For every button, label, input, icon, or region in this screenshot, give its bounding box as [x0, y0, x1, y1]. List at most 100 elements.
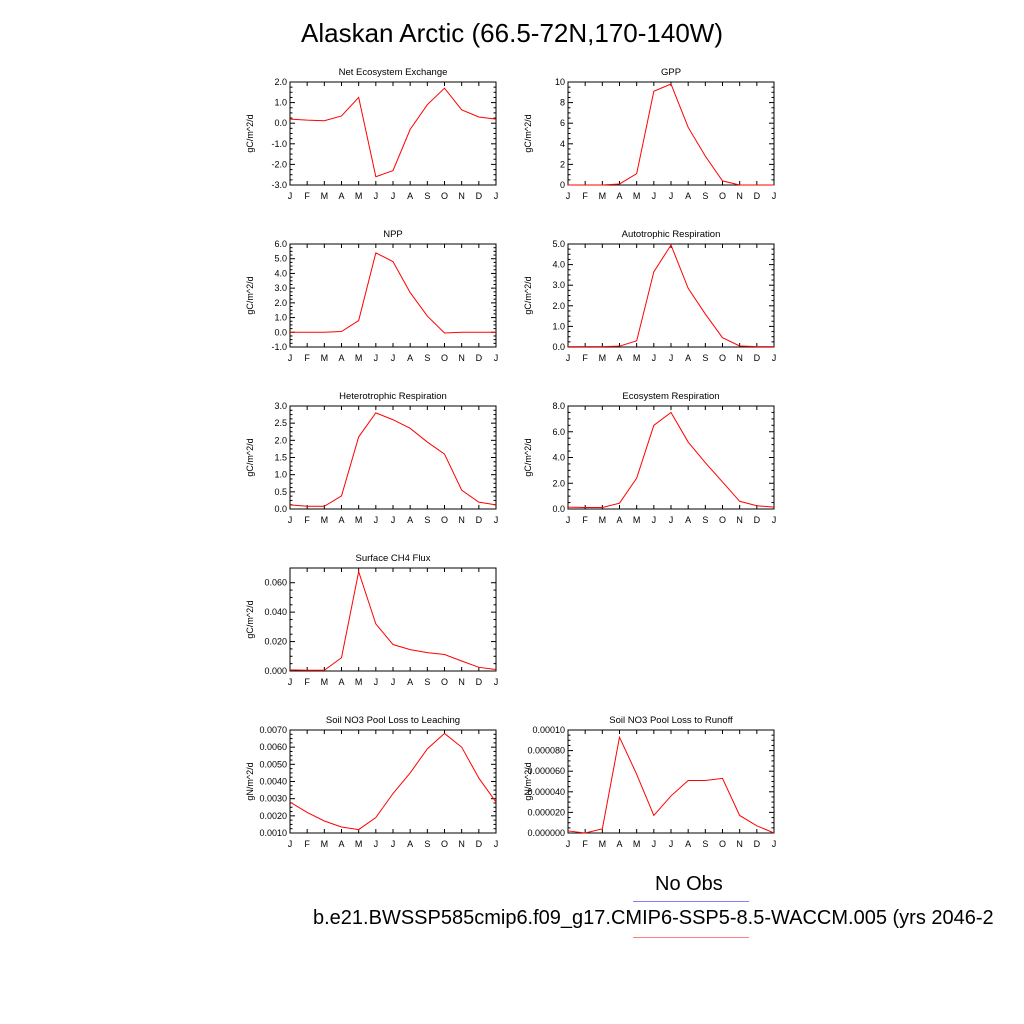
x-tick-label: O	[441, 839, 448, 849]
x-tick-label: J	[669, 515, 674, 525]
x-tick-label: M	[355, 353, 363, 363]
x-tick-label: J	[391, 191, 396, 201]
y-tick-label: 3.0	[274, 401, 287, 411]
chart-title: Soil NO3 Pool Loss to Leaching	[326, 715, 460, 726]
x-tick-label: D	[754, 353, 761, 363]
x-tick-label: J	[566, 839, 571, 849]
x-tick-label: J	[652, 839, 657, 849]
y-tick-label: 0.0	[274, 504, 287, 514]
y-tick-label: 4.0	[552, 260, 565, 270]
y-tick-label: 0.0020	[259, 811, 287, 821]
x-tick-label: F	[304, 515, 310, 525]
y-tick-label: 4	[560, 139, 565, 149]
x-tick-label: J	[288, 677, 293, 687]
x-tick-label: M	[321, 515, 329, 525]
y-tick-label: 2.0	[552, 301, 565, 311]
x-tick-label: D	[754, 839, 761, 849]
x-tick-label: O	[719, 191, 726, 201]
y-tick-label: 0.000020	[527, 807, 565, 817]
x-tick-label: O	[441, 191, 448, 201]
series-line	[567, 411, 775, 508]
x-tick-label: M	[321, 191, 329, 201]
x-tick-label: J	[288, 191, 293, 201]
y-tick-label: 0.00010	[532, 725, 565, 735]
x-tick-label: O	[441, 677, 448, 687]
x-tick-label: A	[616, 191, 622, 201]
x-tick-label: A	[685, 191, 691, 201]
x-tick-label: J	[374, 515, 379, 525]
x-tick-label: O	[441, 353, 448, 363]
chart-title: Soil NO3 Pool Loss to Runoff	[609, 715, 733, 726]
y-tick-label: 0.0030	[259, 794, 287, 804]
series-line	[289, 87, 497, 178]
x-tick-label: S	[424, 191, 430, 201]
x-tick-label: A	[685, 515, 691, 525]
y-tick-label: 0.000060	[527, 766, 565, 776]
x-tick-label: S	[424, 839, 430, 849]
y-tick-label: 3.0	[552, 280, 565, 290]
x-tick-label: M	[599, 515, 607, 525]
x-tick-label: J	[374, 353, 379, 363]
x-tick-label: S	[424, 353, 430, 363]
x-tick-label: A	[338, 515, 344, 525]
x-tick-label: M	[599, 353, 607, 363]
y-tick-label: 6.0	[274, 239, 287, 249]
y-tick-label: 0.000040	[527, 787, 565, 797]
y-tick-label: 4.0	[274, 268, 287, 278]
series-line	[289, 412, 497, 507]
y-tick-label: 2.0	[274, 435, 287, 445]
y-tick-label: 5.0	[274, 254, 287, 264]
x-tick-label: M	[355, 191, 363, 201]
y-tick-label: 5.0	[552, 239, 565, 249]
x-tick-label: A	[407, 677, 413, 687]
x-tick-label: J	[772, 839, 777, 849]
x-tick-label: M	[355, 677, 363, 687]
x-tick-label: N	[736, 191, 743, 201]
y-axis-label: gC/m^2/d	[523, 438, 533, 476]
page-title: Alaskan Arctic (66.5-72N,170-140W)	[301, 18, 723, 48]
x-tick-label: D	[754, 191, 761, 201]
y-tick-label: 6	[560, 118, 565, 128]
chart-title: GPP	[661, 67, 681, 78]
x-tick-label: D	[754, 515, 761, 525]
plot-frame	[567, 81, 775, 186]
y-tick-label: 0.0050	[259, 759, 287, 769]
x-tick-label: M	[321, 677, 329, 687]
x-tick-label: D	[476, 677, 483, 687]
x-tick-label: J	[669, 191, 674, 201]
x-tick-label: J	[288, 839, 293, 849]
x-tick-label: S	[702, 353, 708, 363]
x-tick-label: J	[391, 353, 396, 363]
x-tick-label: N	[458, 839, 465, 849]
plot-frame	[289, 729, 497, 834]
x-tick-label: A	[616, 515, 622, 525]
x-tick-label: A	[338, 353, 344, 363]
x-tick-label: N	[736, 839, 743, 849]
x-tick-label: S	[424, 515, 430, 525]
x-tick-label: F	[304, 191, 310, 201]
y-axis-label: gC/m^2/d	[245, 114, 255, 152]
x-tick-label: M	[321, 839, 329, 849]
plot-frame	[289, 243, 497, 348]
y-tick-label: 2.0	[274, 298, 287, 308]
plot-frame	[289, 567, 497, 672]
y-tick-label: 0.5	[274, 487, 287, 497]
chart-title: Ecosystem Respiration	[622, 391, 719, 402]
x-tick-label: F	[304, 353, 310, 363]
x-tick-label: M	[633, 353, 641, 363]
x-tick-label: N	[458, 191, 465, 201]
legend-case-line	[633, 937, 749, 938]
x-tick-label: J	[494, 191, 499, 201]
x-tick-label: N	[736, 353, 743, 363]
y-axis-label: gC/m^2/d	[245, 276, 255, 314]
x-tick-label: A	[338, 677, 344, 687]
y-axis-label: gC/m^2/d	[523, 114, 533, 152]
x-tick-label: J	[566, 191, 571, 201]
x-tick-label: O	[719, 515, 726, 525]
y-tick-label: 0.0	[552, 342, 565, 352]
y-tick-label: 2.0	[274, 77, 287, 87]
x-tick-label: F	[304, 839, 310, 849]
